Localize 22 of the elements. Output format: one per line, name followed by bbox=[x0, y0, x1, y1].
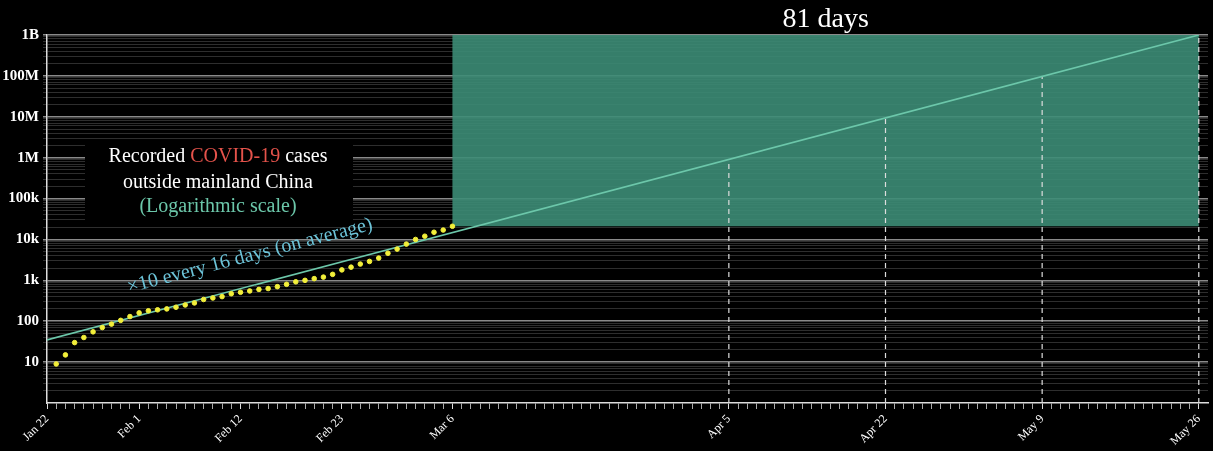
annotation: outside mainland China bbox=[123, 170, 314, 193]
y-tick-label: 1k bbox=[23, 271, 40, 288]
band-label: 81 days bbox=[782, 2, 869, 33]
annotation: Recorded COVID-19 cases bbox=[108, 144, 328, 167]
y-tick-label: 1B bbox=[21, 25, 39, 42]
y-tick-label: 100k bbox=[8, 189, 40, 206]
x-tick-label: Feb 23 bbox=[312, 411, 347, 445]
x-tick-label: May 9 bbox=[1014, 411, 1047, 444]
y-tick-label: 10k bbox=[15, 230, 40, 247]
y-tick-label: 10M bbox=[9, 107, 39, 124]
x-tick-label: Apr 22 bbox=[856, 411, 890, 446]
y-tick-label: 1M bbox=[17, 148, 39, 165]
y-tick-label: 100M bbox=[2, 66, 39, 83]
x-tick-label: Feb 1 bbox=[114, 411, 144, 441]
x-tick-label: Feb 12 bbox=[211, 411, 245, 445]
x-tick-label: Jan 22 bbox=[19, 411, 52, 444]
annotation: (Logarithmic scale) bbox=[139, 194, 297, 218]
x-tick-label: Mar 6 bbox=[426, 411, 457, 442]
y-tick-label: 100 bbox=[16, 312, 39, 329]
x-tick-label: Apr 5 bbox=[703, 411, 734, 442]
x-tick-label: May 26 bbox=[1167, 411, 1204, 448]
y-tick-label: 10 bbox=[24, 352, 39, 369]
